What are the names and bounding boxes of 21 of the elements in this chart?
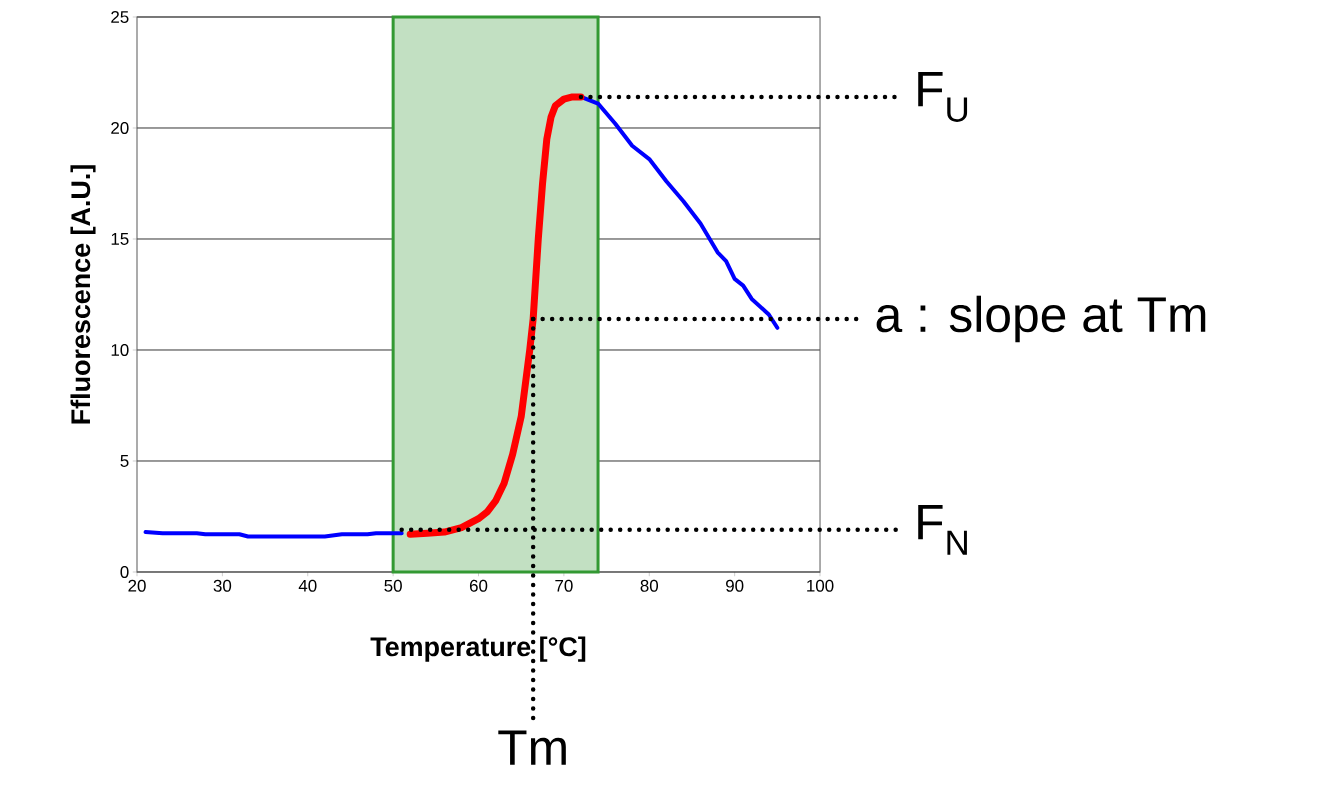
x-tick-label: 90: [726, 579, 744, 592]
x-tick-label: 100: [807, 579, 834, 592]
x-tick-label: 50: [384, 579, 402, 592]
x-tick-label: 70: [555, 579, 573, 592]
y-axis-title: Ffluorescence [A.U.]: [70, 165, 96, 424]
x-tick-label: 30: [213, 579, 232, 592]
y-tick-label: 10: [111, 343, 129, 356]
annotation: a : slope at Tm: [876, 295, 1206, 343]
x-tick-label: 20: [128, 579, 146, 592]
annotation: Tm: [498, 730, 566, 765]
y-tick-label: 20: [111, 121, 129, 134]
y-tick-label: 5: [120, 455, 129, 467]
annotation: F$_{U}$: [918, 71, 968, 122]
x-tick-label: 40: [298, 579, 317, 592]
x-axis-title: Temperature [°C]: [370, 636, 586, 662]
y-tick-label: 25: [111, 10, 129, 23]
x-tick-label: 80: [640, 579, 659, 592]
y-tick-label: 15: [111, 233, 129, 245]
y-tick-label: 0: [120, 566, 129, 578]
x-tick-label: 60: [469, 579, 488, 592]
annotation: F$_{N}$: [918, 504, 967, 555]
